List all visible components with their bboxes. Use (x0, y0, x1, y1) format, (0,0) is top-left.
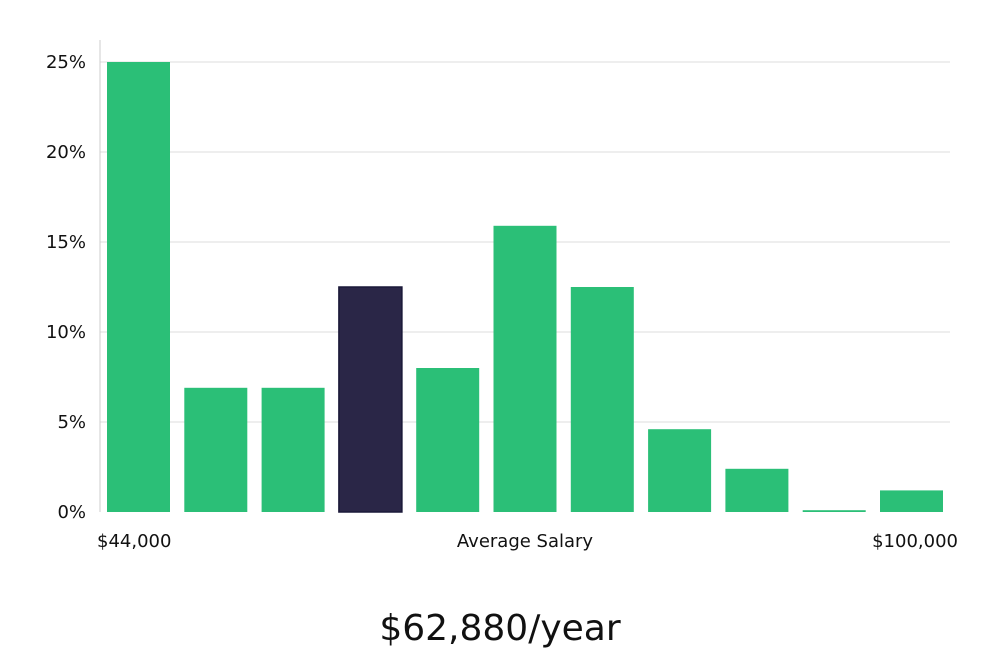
bar (416, 368, 480, 512)
bar-highlighted (338, 286, 403, 513)
bar (184, 387, 248, 512)
y-axis-ticks: 0% 5% 10% 15% 20% 25% (46, 52, 86, 523)
y-tick-label: 15% (46, 232, 86, 253)
bar (880, 490, 943, 512)
bar (493, 225, 557, 513)
y-tick-label: 0% (57, 502, 86, 523)
bar (725, 468, 789, 512)
bars (107, 62, 943, 513)
salary-histogram: 0%5%10%15%20%25% $44,000 Average Salary … (46, 40, 958, 552)
x-axis-label: Average Salary (457, 531, 594, 552)
bar (261, 387, 325, 512)
average-salary-value: $62,880/year (379, 608, 621, 649)
x-axis-start-label: $44,000 (97, 531, 171, 552)
y-tick-label: 20% (46, 142, 86, 163)
y-tick-label: 10% (46, 322, 86, 343)
y-tick-label: 5% (57, 412, 86, 433)
bar (648, 429, 712, 512)
bar (570, 287, 634, 512)
y-tick-label: 25% (46, 52, 86, 73)
x-axis-end-label: $100,000 (872, 531, 958, 552)
bar (802, 510, 866, 512)
bar (107, 62, 170, 512)
